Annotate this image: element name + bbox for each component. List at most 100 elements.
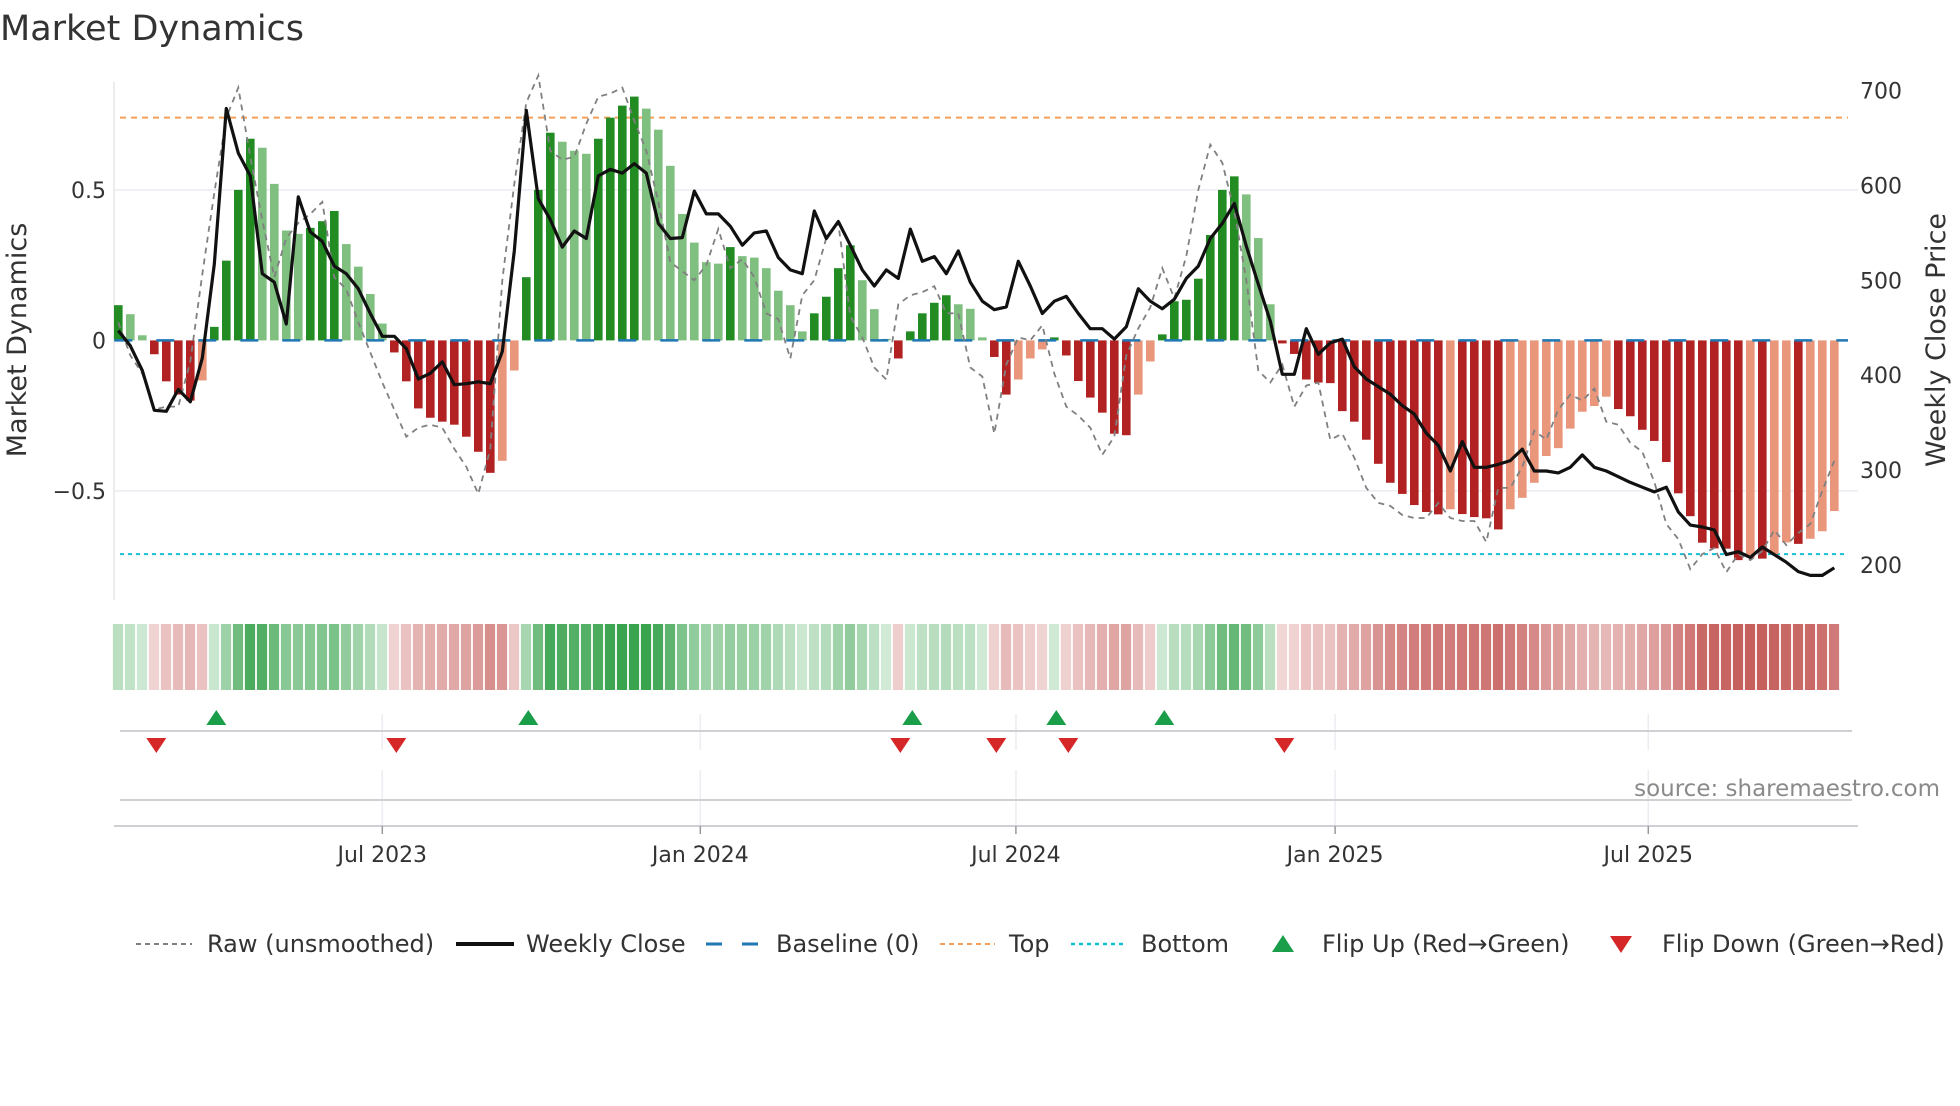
dynamics-bar [822,296,831,341]
heat-strip-cell [736,624,748,690]
dynamics-bar [1050,337,1059,341]
dynamics-bar [414,340,423,409]
flip-up-marker [518,710,539,725]
heat-strip-cell [1492,624,1504,690]
dynamics-bar [186,340,195,401]
dynamics-bar [1590,340,1599,407]
dynamics-bar [138,335,147,341]
dynamics-bar [1782,340,1791,543]
heat-strip-cell [1324,624,1336,690]
dynamics-bar [1746,340,1755,558]
heat-strip-cell [388,624,400,690]
flip-up-marker [1154,710,1175,725]
heat-strip-cell [664,624,676,690]
dynamics-bar [1554,340,1563,449]
dynamics-bar [1302,340,1311,380]
dynamics-bar [1230,176,1239,341]
heat-strip-cell [712,624,724,690]
heat-strip-cell [184,624,196,690]
dynamics-bar [1362,340,1371,440]
heat-strip-cell [1396,624,1408,690]
dynamics-bar [246,138,255,341]
heat-strip-cell [556,624,568,690]
heat-strip-cell [1660,624,1672,690]
heat-strip [112,624,1840,690]
heat-strip-cell [1240,624,1252,690]
heat-strip-cell [1756,624,1768,690]
heat-strip-cell [112,624,124,690]
flip-down-marker [986,738,1007,753]
heat-strip-cell [1720,624,1732,690]
heat-strip-cell [628,624,640,690]
heat-strip-cell [1348,624,1360,690]
dynamics-bar [1650,340,1659,441]
heat-strip-cell [1624,624,1636,690]
heat-strip-cell [1072,624,1084,690]
dynamics-bar [498,340,507,461]
dynamics-bar [1074,340,1083,382]
heat-strip-cell [1252,624,1264,690]
heat-strip-cell [760,624,772,690]
y2-tick-label: 600 [1860,174,1902,199]
dynamics-bar [582,153,591,341]
heat-strip-cell [688,624,700,690]
dynamics-bar [1830,340,1839,512]
heat-strip-cell [1420,624,1432,690]
dynamics-bar [174,340,183,395]
dynamics-bar [858,280,867,341]
heat-strip-cell [676,624,688,690]
dynamics-bar [714,263,723,341]
dynamics-bar [666,165,675,341]
dynamics-bar [1410,340,1419,506]
heat-strip-cell [844,624,856,690]
dynamics-bar [834,268,843,341]
heat-strip-cell [592,624,604,690]
heat-strip-cell [580,624,592,690]
heat-strip-cell [1156,624,1168,690]
dynamics-bar [150,340,159,355]
dynamics-bar [462,340,471,437]
dynamics-bar [282,230,291,341]
heat-strip-cell [1084,624,1096,690]
heat-strip-cell [1432,624,1444,690]
y2-tick-label: 400 [1860,364,1902,389]
legend-label: Baseline (0) [776,930,919,958]
dynamics-bar [1374,340,1383,464]
x-tick-label: Jul 2025 [1602,843,1694,868]
dynamics-bar [1638,340,1647,430]
dynamics-bar [270,183,279,341]
heat-strip-cell [1744,624,1756,690]
dynamics-bar [1674,340,1683,494]
heat-strip-cell [268,624,280,690]
heat-strip-cell [1108,624,1120,690]
heat-strip-cell [1096,624,1108,690]
heat-strip-cell [1672,624,1684,690]
dynamics-bar [294,233,303,341]
flip-down-marker [386,738,407,753]
heat-strip-cell [1048,624,1060,690]
heat-strip-cell [1288,624,1300,690]
dynamics-bar [234,189,243,341]
dynamics-bar [426,340,435,418]
x-tick-label: Jul 2024 [969,843,1061,868]
legend-item: Weekly Close [456,930,686,958]
heat-strip-cell [652,624,664,690]
heat-strip-cell [1816,624,1828,690]
x-tick-label: Jan 2025 [1285,843,1384,868]
heat-strip-cell [172,624,184,690]
dynamics-bar [762,268,771,341]
heat-strip-cell [412,624,424,690]
heat-strip-cell [640,624,652,690]
dynamics-bar [366,294,375,341]
dynamics-bar [1158,334,1167,341]
dynamics-bar [474,340,483,452]
dynamics-bar [1350,340,1359,422]
flip-down-marker [1058,738,1079,753]
heat-strip-cell [808,624,820,690]
flip-down-marker [146,738,167,753]
dynamics-bar [1734,340,1743,561]
dynamics-bar [1806,340,1815,539]
heat-strip-cell [748,624,760,690]
heat-strip-cell [208,624,220,690]
heat-strip-cell [784,624,796,690]
